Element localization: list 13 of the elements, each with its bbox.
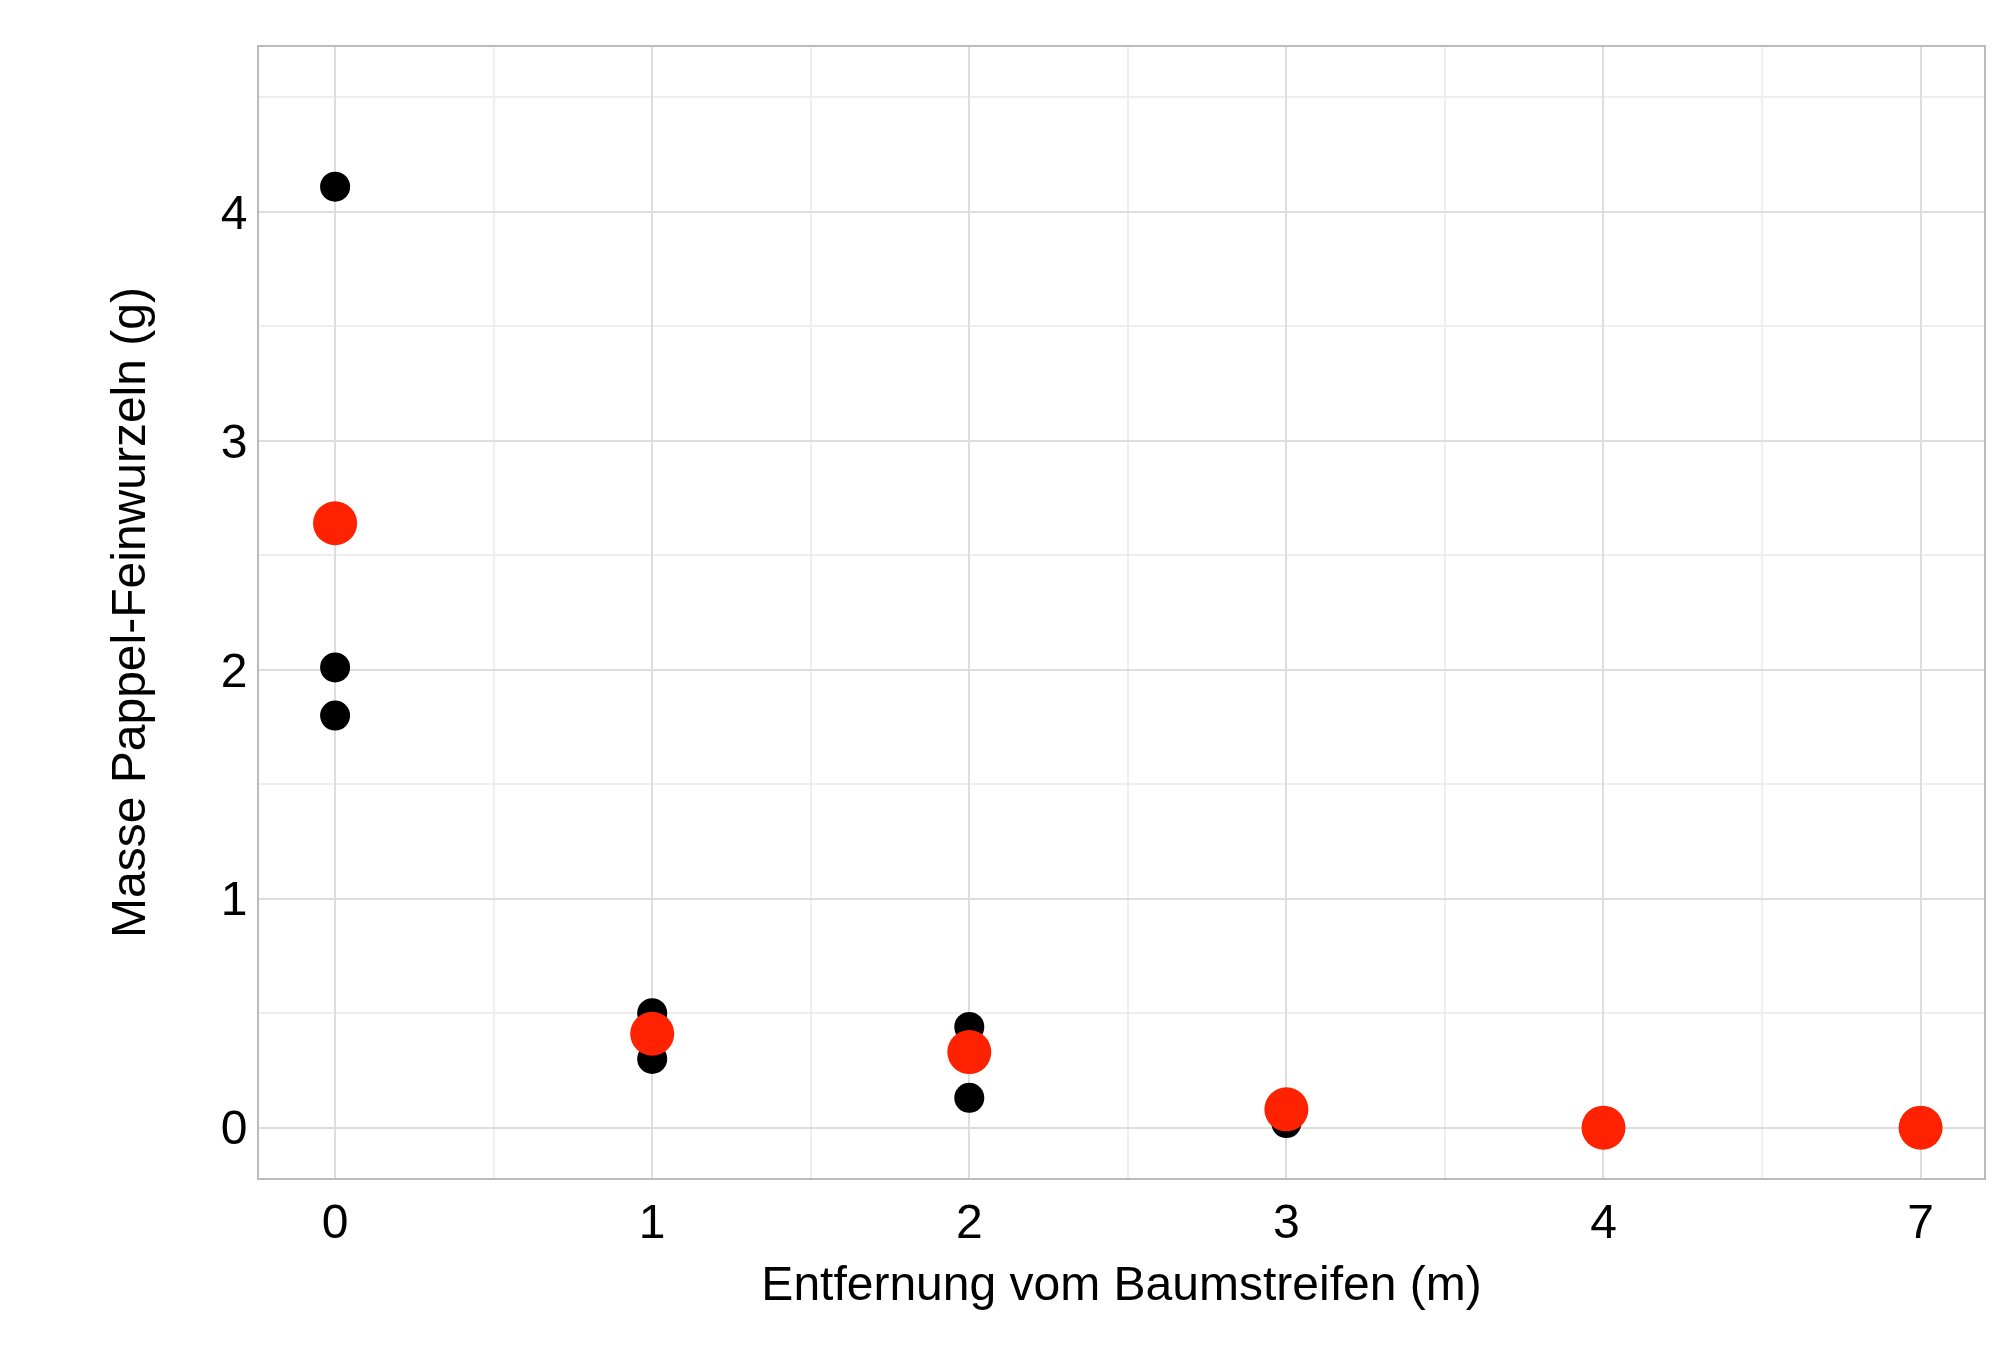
- y-tick-label: 1: [220, 872, 248, 926]
- x-tick-label: 1: [638, 1194, 666, 1248]
- x-tick-label: 0: [321, 1194, 349, 1248]
- y-tick-label: 4: [220, 185, 248, 239]
- x-axis-title: Entfernung vom Baumstreifen (m): [761, 1257, 1482, 1311]
- y-tick-label: 3: [220, 414, 248, 468]
- x-tick-label: 2: [955, 1194, 983, 1248]
- x-tick-label: 7: [1907, 1194, 1934, 1248]
- y-tick-label: 2: [220, 643, 248, 697]
- x-tick-label: 4: [1590, 1194, 1617, 1248]
- y-axis-title: Masse Pappel-Feinwurzeln (g): [101, 287, 155, 938]
- y-tick-label: 0: [220, 1101, 248, 1155]
- x-tick-label: 3: [1273, 1194, 1300, 1248]
